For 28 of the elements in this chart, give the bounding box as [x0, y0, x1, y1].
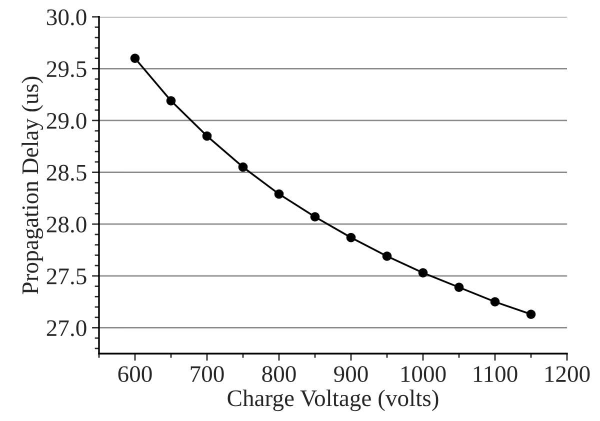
y-tick-label: 28.0 [46, 216, 86, 233]
point [382, 252, 392, 261]
x-tick-label: 1000 [401, 366, 446, 382]
point [238, 162, 248, 172]
point [490, 297, 500, 307]
point [130, 54, 140, 63]
point [346, 232, 356, 242]
y-tick-label: 29.0 [46, 112, 86, 129]
x-tick-label: 800 [262, 366, 296, 382]
x-tick-label: 700 [190, 366, 224, 382]
x-axis-title: Charge Voltage (volts) [228, 390, 438, 412]
point [418, 268, 428, 278]
x-tick-label: 600 [118, 366, 152, 382]
x-tick-label: 900 [334, 366, 368, 382]
y-axis-title: Propagation Delay (us) [22, 76, 44, 294]
y-tick-label: 30.0 [47, 9, 86, 26]
y-tick-label: 27.5 [46, 268, 86, 284]
x-tick-label: 1200 [545, 366, 590, 382]
point [454, 282, 464, 292]
y-tick-label: 29.5 [46, 61, 86, 78]
y-tick-label: 27.0 [46, 320, 86, 336]
point [202, 131, 212, 141]
point [274, 189, 284, 199]
point [166, 96, 176, 106]
point [526, 310, 536, 319]
point [310, 212, 320, 222]
y-tick-label: 28.5 [46, 164, 86, 181]
x-tick-label: 1100 [474, 366, 518, 382]
